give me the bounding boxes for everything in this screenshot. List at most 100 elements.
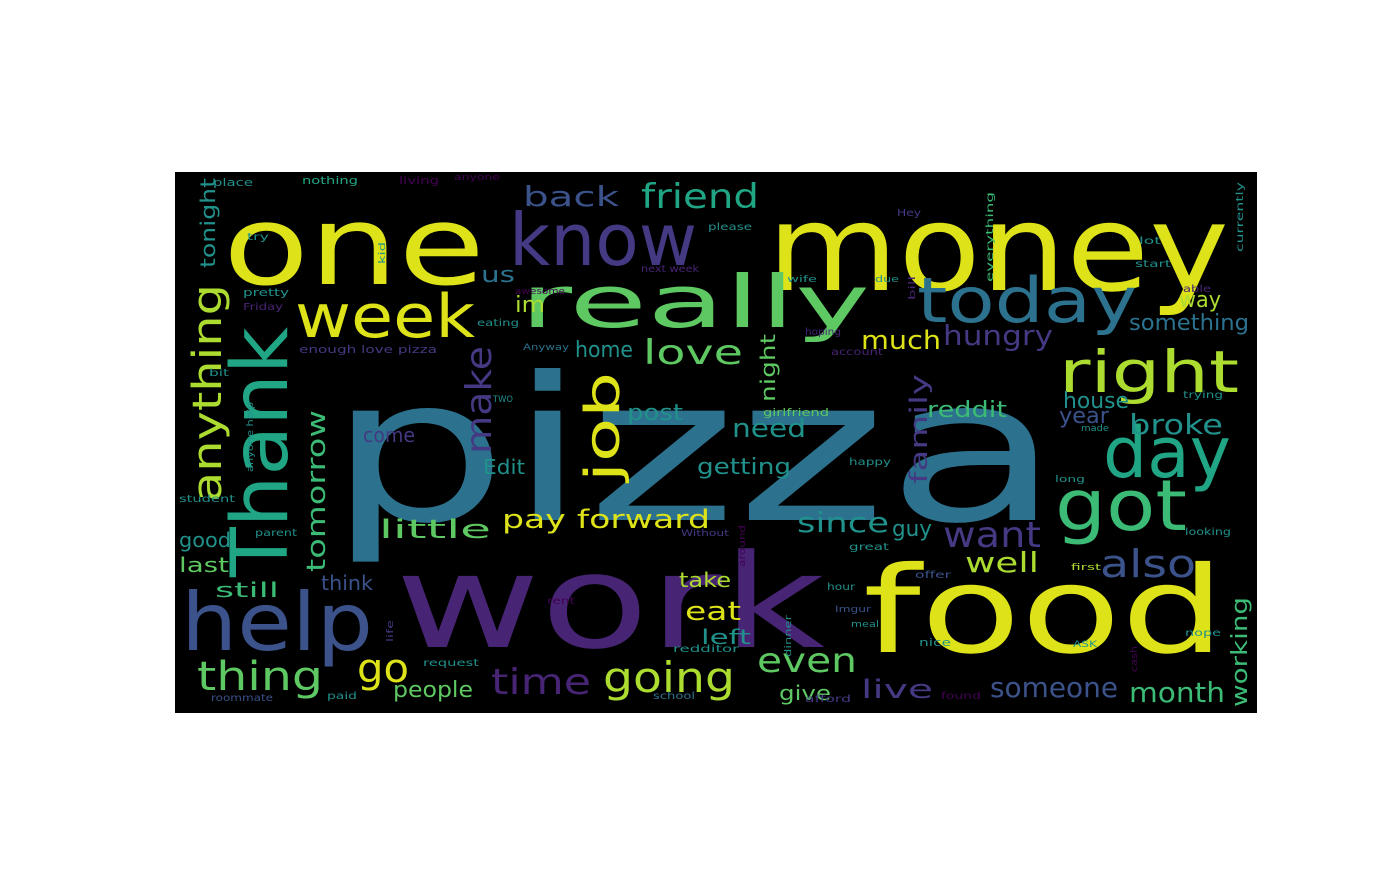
word-hey: Hey — [897, 208, 921, 219]
word-love: love — [643, 333, 743, 373]
word-well: well — [965, 546, 1039, 579]
word-pretty: pretty — [243, 286, 290, 299]
word-working: working — [1228, 597, 1253, 707]
word-work: work — [395, 526, 825, 678]
word-girlfriend: girlfriend — [763, 406, 829, 419]
word-im: im — [515, 293, 545, 318]
word-life: life — [386, 619, 396, 642]
word-wife: wife — [787, 275, 818, 285]
word-thing: thing — [197, 654, 323, 700]
word-cloud-background — [175, 172, 1257, 713]
word-kid: kid — [378, 242, 388, 264]
word-currently: currently — [1235, 182, 1246, 252]
word-school: school — [653, 691, 695, 702]
word-offer: offer — [915, 570, 952, 581]
word-first: first — [1071, 563, 1102, 573]
word-enough-love-pizza: enough love pizza — [299, 343, 437, 356]
word-rent: rent — [547, 596, 575, 607]
word-anything: anything — [185, 284, 231, 502]
word-time: time — [491, 662, 591, 703]
word-family: family — [905, 374, 933, 484]
word-since: since — [797, 506, 889, 539]
word-house: house — [1063, 389, 1129, 414]
word-redditor: redditor — [673, 644, 740, 655]
word-got: got — [1055, 465, 1187, 547]
word-today: today — [917, 264, 1137, 337]
word-meal: meal — [851, 620, 879, 630]
word-pay-forward: pay forward — [502, 505, 710, 535]
word-go: go — [357, 646, 409, 692]
word-parent: parent — [255, 528, 297, 539]
word-little: little — [379, 515, 491, 545]
word-eating: eating — [477, 318, 519, 329]
word-awesome: awesome — [515, 287, 566, 297]
word-edit: Edit — [483, 455, 525, 479]
word-way: way — [1179, 288, 1221, 313]
word-next-week: next week — [641, 264, 699, 275]
word-eat: eat — [685, 597, 741, 627]
word-made: made — [1081, 424, 1109, 434]
word-cloud: pizza work money food one Thank really k… — [175, 172, 1257, 713]
word-try: try — [247, 232, 269, 243]
word-home: home — [575, 338, 633, 363]
word-good: good — [179, 528, 231, 552]
word-place: place — [213, 176, 253, 189]
word-trying: trying — [1183, 390, 1223, 401]
word-happy: happy — [849, 457, 891, 468]
word-give: give — [779, 681, 831, 705]
word-help: help — [181, 576, 373, 669]
word-live: live — [861, 675, 933, 705]
word-getting: getting — [697, 455, 791, 480]
word-money: money — [767, 180, 1229, 319]
word-around: around — [738, 525, 748, 567]
word-roommate: roommate — [211, 693, 273, 704]
word-last: last — [179, 553, 229, 577]
word-want: want — [943, 515, 1041, 556]
word-nothing: nothing — [302, 174, 358, 187]
word-month: month — [1129, 676, 1225, 709]
word-imgur: Imgur — [835, 605, 871, 615]
word-year: year — [1059, 404, 1110, 429]
word-bill: bill — [908, 276, 918, 300]
word-people: people — [393, 678, 473, 703]
word-hungry: hungry — [943, 319, 1053, 352]
word-nice: nice — [919, 636, 951, 649]
word-back: back — [523, 180, 620, 213]
word-come: come — [363, 423, 415, 447]
word-also: also — [1100, 542, 1196, 586]
word-someone: someone — [990, 671, 1118, 704]
word-request: request — [423, 658, 479, 669]
word-start: start — [1135, 259, 1171, 270]
word-left: left — [701, 625, 751, 649]
word-still: still — [215, 578, 279, 602]
word-please: please — [708, 222, 752, 233]
word-even: even — [757, 641, 857, 681]
word-post: post — [627, 401, 683, 426]
word-hoping: hoping — [805, 327, 841, 338]
word-due: due — [875, 275, 900, 285]
word-thank: Thank — [216, 327, 306, 578]
word-right: right — [1059, 338, 1239, 406]
word-nope: nope — [1185, 628, 1221, 639]
word-everything: everything — [985, 192, 996, 282]
word-broke: broke — [1129, 408, 1223, 441]
word-great: great — [849, 542, 889, 553]
word-dinner: dinner — [784, 615, 794, 657]
word-pizza: pizza — [327, 335, 1061, 568]
word-food: food — [863, 542, 1225, 681]
word-bit: bit — [209, 368, 229, 379]
word-long: long — [1055, 475, 1085, 485]
word-looking: looking — [1185, 527, 1231, 538]
word-hour: hour — [827, 582, 856, 593]
word-cloud-canvas: pizza work money food one Thank really k… — [175, 172, 1257, 713]
word-need: need — [732, 414, 806, 444]
word-take: take — [679, 568, 731, 592]
word-anyone-help: anyone help — [246, 402, 256, 472]
word-know: know — [509, 198, 697, 282]
word-found: found — [941, 691, 981, 702]
word-something: something — [1129, 311, 1249, 336]
word-anyone: anyone — [454, 173, 501, 183]
word-student: student — [179, 494, 235, 505]
word-living: living — [399, 174, 439, 187]
word-friday: Friday — [243, 302, 283, 313]
